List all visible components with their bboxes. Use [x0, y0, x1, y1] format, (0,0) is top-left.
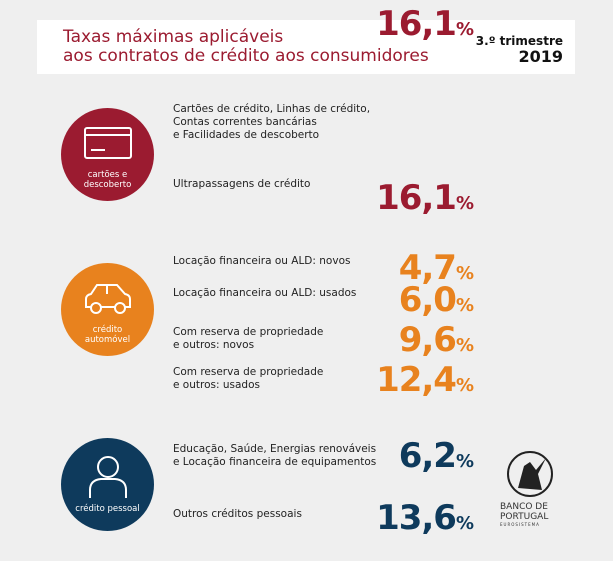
rate-value: 16,1%: [376, 178, 474, 218]
rate-value: 12,4%: [376, 360, 474, 400]
header: Taxas máximas aplicáveis aos contratos de…: [37, 20, 575, 74]
rate-value: 6,2%: [398, 436, 474, 476]
period: 3.º trimestre 2019: [475, 34, 563, 66]
rate-value: 13,6%: [376, 498, 474, 538]
car-icon: [85, 284, 131, 314]
rate-description: Cartões de crédito, Linhas de crédito, Co…: [173, 103, 371, 141]
rate-description: Locação financeira ou ALD: usados: [173, 287, 357, 299]
rate-value: 16,1%: [376, 4, 474, 44]
rate-description: Com reserva de propriedade e outros: novo…: [173, 326, 324, 351]
section-badge-personal: crédito pessoal: [61, 438, 154, 531]
section-badge-cards: cartões e descoberto: [61, 108, 154, 201]
rate-description: Outros créditos pessoais: [173, 508, 302, 520]
rate-description: Educação, Saúde, Energias renováveis e Lo…: [173, 443, 377, 468]
rate-description: Locação financeira ou ALD: novos: [173, 255, 351, 267]
credit-card-icon: [84, 127, 132, 159]
section-badge-car: crédito automóvel: [61, 263, 154, 356]
person-icon: [89, 456, 127, 498]
rate-value: 9,6%: [398, 320, 474, 360]
rate-value: 6,0%: [398, 280, 474, 320]
banco-de-portugal-logo: BANCO DE PORTUGAL EUROSISTEMA: [500, 450, 560, 527]
rate-value: 4,7%: [398, 248, 474, 288]
rate-description: Com reserva de propriedade e outros: usad…: [173, 366, 324, 391]
rate-description: Ultrapassagens de crédito: [173, 178, 311, 190]
page-title: Taxas máximas aplicáveis aos contratos de…: [63, 27, 429, 66]
